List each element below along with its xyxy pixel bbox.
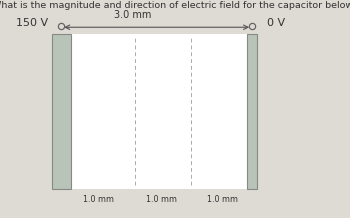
Bar [52,34,71,189]
Text: 1.0 mm: 1.0 mm [83,195,113,204]
Bar [247,34,257,189]
Text: 3.0 mm: 3.0 mm [114,10,152,20]
Text: 1.0 mm: 1.0 mm [146,195,176,204]
Bar [71,34,247,189]
Text: 1.0 mm: 1.0 mm [207,195,238,204]
Text: 150 V: 150 V [16,18,48,28]
Text: What is the magnitude and direction of electric field for the capacitor below?: What is the magnitude and direction of e… [0,1,350,10]
Text: 0 V: 0 V [267,18,286,28]
